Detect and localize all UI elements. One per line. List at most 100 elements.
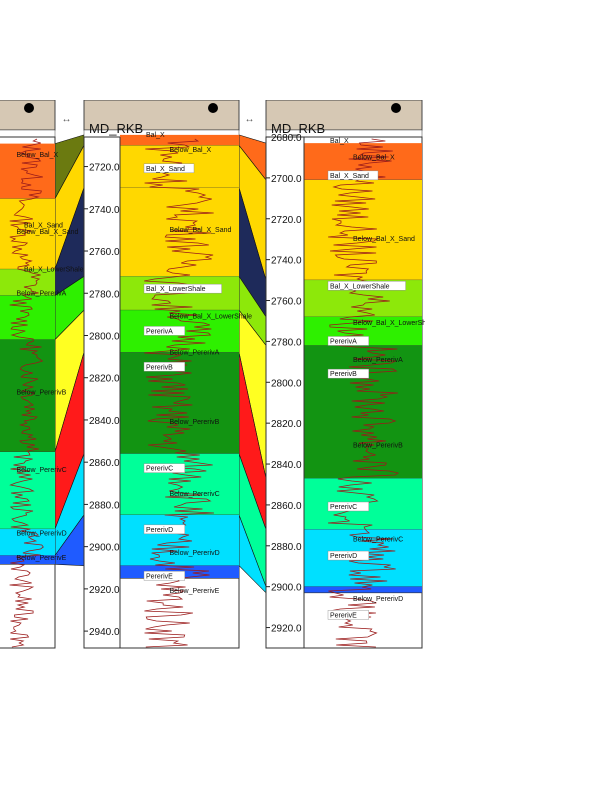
well-marker-icon bbox=[391, 103, 401, 113]
zone-label-box bbox=[143, 283, 222, 294]
zone-label: PererivC bbox=[330, 504, 357, 511]
zone-label: Below_PererivD bbox=[170, 550, 220, 557]
zone-label: Below_Bal_X_LowerShale bbox=[353, 320, 425, 327]
zone-label: Below_PererivC bbox=[17, 467, 67, 474]
zone-fill bbox=[120, 514, 239, 566]
zone-label-box bbox=[327, 550, 369, 561]
depth-tick-label: 2880.0 bbox=[89, 500, 120, 511]
depth-tick-label: 2740.0 bbox=[271, 256, 302, 267]
depth-tick-label: 2860.0 bbox=[89, 458, 120, 469]
zone-fill bbox=[0, 451, 55, 530]
gap-arrow-glyph: ↔ bbox=[245, 114, 255, 125]
zone-fill bbox=[0, 555, 55, 565]
zone-label-box bbox=[143, 163, 195, 173]
zone-label: Below_Bal_X bbox=[170, 147, 212, 154]
well-marker-icon bbox=[24, 103, 34, 113]
zone-label: Below_PererivB bbox=[17, 390, 67, 397]
zone-label: PererivB bbox=[146, 364, 173, 371]
well-correlation-diagram: ↔ ↔Below_Bal_XBelow_Bal_X_SandBal_X_SandB… bbox=[0, 100, 425, 650]
zone-label: PererivE bbox=[330, 612, 357, 619]
zone-label-box bbox=[327, 170, 379, 181]
zone-label: Below_Bal_X_LowerShale bbox=[170, 314, 253, 321]
depth-tick-label: 2840.0 bbox=[271, 460, 302, 471]
zone-label: Bal_X bbox=[146, 132, 165, 139]
depth-tick-label: 2900.0 bbox=[271, 583, 302, 594]
zone-label: Bal_X_LowerShale bbox=[146, 286, 206, 293]
zone-label-box bbox=[143, 524, 185, 535]
depth-tick-label: 2920.0 bbox=[271, 624, 302, 635]
depth-tick-label: 2680.0 bbox=[271, 133, 302, 144]
zone-label: Bal_X_Sand bbox=[24, 222, 63, 229]
zone-label: PererivB bbox=[330, 371, 357, 378]
depth-tick-label: 2860.0 bbox=[271, 501, 302, 512]
track-subheader bbox=[0, 129, 56, 138]
depth-tick-label: 2900.0 bbox=[89, 543, 120, 554]
depth-tick-label: 2760.0 bbox=[89, 247, 120, 258]
zone-label: Below_PererivA bbox=[17, 291, 67, 298]
depth-tick-label: 2700.0 bbox=[271, 174, 302, 185]
zone-label: Bal_X_Sand bbox=[330, 173, 369, 180]
zone-fill bbox=[120, 134, 239, 146]
zone-label: Below_PererivC bbox=[353, 537, 403, 544]
zone-label: Bal_X_Sand bbox=[146, 166, 185, 173]
zone-label: PererivD bbox=[330, 553, 357, 560]
zone-label-box bbox=[327, 501, 369, 512]
zone-label: PererivC bbox=[146, 466, 173, 473]
depth-tick-label: 2720.0 bbox=[89, 163, 120, 174]
zone-fill bbox=[120, 187, 239, 277]
zone-label: Below_Bal_X_Sand bbox=[17, 229, 79, 236]
gamma-log-curve bbox=[9, 138, 44, 648]
zone-label-box bbox=[143, 326, 185, 336]
zone-label: PererivA bbox=[330, 338, 357, 345]
depth-tick-label: 2800.0 bbox=[271, 378, 302, 389]
well-correlation-panel: ↔ ↔ Below_Bal_X Below_Bal_X_Sand Bal_X_Sand B… bbox=[0, 100, 425, 650]
depth-header-label: MD_RKB bbox=[89, 121, 143, 136]
zone-label: Below_PererivE bbox=[17, 555, 67, 562]
zone-label: Bal_X bbox=[330, 138, 349, 145]
zone-label: PererivE bbox=[146, 573, 173, 580]
zone-label: Below_PererivC bbox=[170, 491, 220, 498]
zone-label-box bbox=[143, 571, 185, 581]
gamma-log-curve bbox=[327, 138, 400, 648]
well-track: MD_RKB 2720.0 2740.0 2760.0 2780.0 2800.0 2820… bbox=[83, 100, 253, 649]
zone-fill bbox=[0, 295, 55, 340]
zone-fill bbox=[0, 198, 55, 270]
zone-label-box bbox=[143, 362, 185, 372]
zone-label: Bal_X_LowerShale bbox=[24, 266, 84, 273]
zone-fill bbox=[0, 269, 55, 296]
zone-label: Below_PererivA bbox=[170, 349, 220, 356]
depth-tick-label: 2720.0 bbox=[271, 215, 302, 226]
zone-label: Below_PererivD bbox=[353, 596, 403, 603]
zone-label: Below_PererivE bbox=[170, 588, 220, 595]
depth-tick-label: 2780.0 bbox=[271, 337, 302, 348]
zone-label: Below_Bal_X bbox=[17, 152, 59, 159]
zone-label-box bbox=[327, 281, 406, 291]
zone-label-box bbox=[327, 336, 369, 346]
zone-label: Below_PererivD bbox=[17, 531, 67, 538]
depth-tick-label: 2920.0 bbox=[89, 585, 120, 596]
depth-header-label: MD_RKB bbox=[271, 121, 325, 136]
zone-label-box bbox=[327, 610, 369, 620]
zone-label: Below_PererivB bbox=[170, 419, 220, 426]
zone-label: Bal_X_LowerShale bbox=[330, 283, 390, 290]
depth-tick-label: 2840.0 bbox=[89, 416, 120, 427]
zone-label-box bbox=[327, 368, 369, 379]
depth-tick-label: 2760.0 bbox=[271, 297, 302, 308]
well-marker-icon bbox=[208, 103, 218, 113]
zone-label-box bbox=[143, 463, 185, 473]
zone-label: Below_Bal_X_Sand bbox=[170, 227, 232, 234]
gap-arrow-glyph: ↔ bbox=[62, 114, 72, 125]
depth-tick-label: 2880.0 bbox=[271, 542, 302, 553]
zone-label: Below_PererivB bbox=[353, 443, 403, 450]
zone-label: PererivD bbox=[146, 527, 173, 534]
zone-label: Below_PererivA bbox=[353, 357, 403, 364]
depth-tick-label: 2820.0 bbox=[271, 419, 302, 430]
gamma-log-curve bbox=[144, 138, 215, 648]
zone-label: Below_Bal_X bbox=[353, 154, 395, 161]
depth-tick-label: 2820.0 bbox=[89, 374, 120, 385]
zone-label: Below_Bal_X_Sand bbox=[353, 236, 415, 243]
depth-tick-label: 2780.0 bbox=[89, 289, 120, 300]
zone-label: PererivA bbox=[146, 328, 173, 335]
